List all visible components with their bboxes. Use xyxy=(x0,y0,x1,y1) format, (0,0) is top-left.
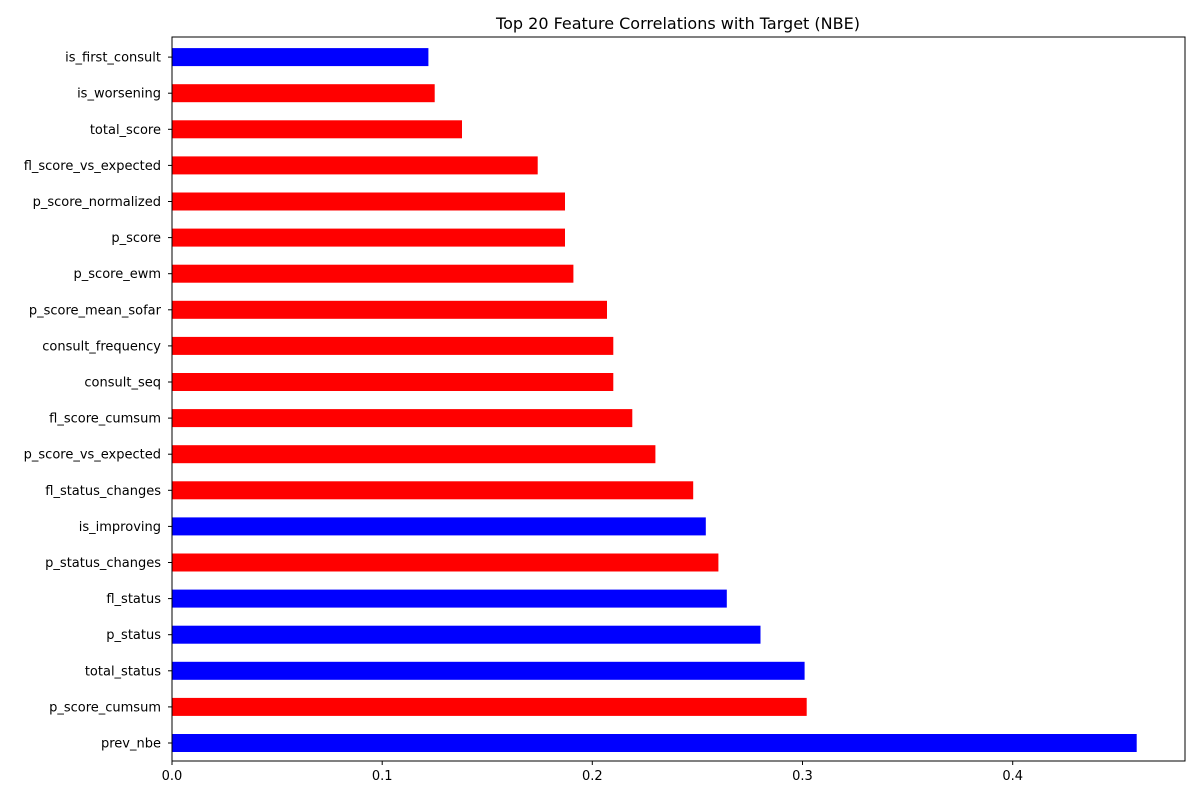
category-label-fl_status: fl_status xyxy=(106,592,161,607)
category-label-fl_status_changes: fl_status_changes xyxy=(45,484,161,499)
bar-p_score_vs_expected xyxy=(172,445,656,464)
category-labels-group: prev_nbe p_score_cumsum total_status p_stat… xyxy=(24,51,172,752)
category-label-p_status_changes: p_status_changes xyxy=(45,556,161,571)
bar-p_status_changes xyxy=(172,553,719,572)
bar-fl_status xyxy=(172,589,727,608)
category-label-total_status: total_status xyxy=(85,664,161,679)
bar-p_score_ewm xyxy=(172,264,574,283)
category-label-p_score_ewm: p_score_ewm xyxy=(74,267,161,282)
x-tick-label: 0.2 xyxy=(582,769,603,784)
category-label-p_status: p_status xyxy=(106,628,161,643)
plot-frame xyxy=(171,36,1186,762)
bar-p_status xyxy=(172,625,761,644)
bar-total_status xyxy=(172,661,805,680)
bar-is_improving xyxy=(172,517,706,536)
category-label-p_score_vs_expected: p_score_vs_expected xyxy=(24,448,161,463)
category-label-fl_score_vs_expected: fl_score_vs_expected xyxy=(24,159,161,174)
bar-total_score xyxy=(172,120,462,139)
category-label-is_first_consult: is_first_consult xyxy=(65,51,161,66)
x-tick-label: 0.3 xyxy=(792,769,813,784)
bar-p_score_normalized xyxy=(172,192,565,211)
category-label-consult_seq: consult_seq xyxy=(84,376,161,391)
bar-p_score_mean_sofar xyxy=(172,300,607,319)
bar-prev_nbe xyxy=(172,734,1137,752)
category-label-total_score: total_score xyxy=(90,123,161,138)
category-label-p_score_normalized: p_score_normalized xyxy=(33,195,161,210)
bar-consult_frequency xyxy=(172,336,614,355)
bar-p_score xyxy=(172,228,565,247)
bar-is_first_consult xyxy=(172,48,429,67)
category-label-is_improving: is_improving xyxy=(79,520,161,535)
x-tick-label: 0.4 xyxy=(1002,769,1023,784)
chart-title: Top 20 Feature Correlations with Target … xyxy=(495,14,860,33)
category-label-prev_nbe: prev_nbe xyxy=(101,737,161,752)
category-label-is_worsening: is_worsening xyxy=(77,87,161,102)
bar-fl_score_vs_expected xyxy=(172,156,538,175)
category-label-consult_frequency: consult_frequency xyxy=(42,339,161,354)
x-tick-label: 0.1 xyxy=(372,769,393,784)
bars-group xyxy=(172,48,1137,752)
x-axis-ticks-group: 0.0 0.1 0.2 0.3 0.4 xyxy=(162,761,1023,784)
bar-p_score_cumsum xyxy=(172,697,807,716)
category-label-p_score_cumsum: p_score_cumsum xyxy=(49,700,161,715)
bar-is_worsening xyxy=(172,84,435,103)
bar-fl_score_cumsum xyxy=(172,409,633,428)
bar-consult_seq xyxy=(172,373,614,391)
category-label-fl_score_cumsum: fl_score_cumsum xyxy=(49,412,161,427)
x-tick-label: 0.0 xyxy=(162,769,183,784)
category-label-p_score: p_score xyxy=(111,231,161,246)
category-label-p_score_mean_sofar: p_score_mean_sofar xyxy=(29,303,162,318)
bar-fl_status_changes xyxy=(172,481,694,500)
